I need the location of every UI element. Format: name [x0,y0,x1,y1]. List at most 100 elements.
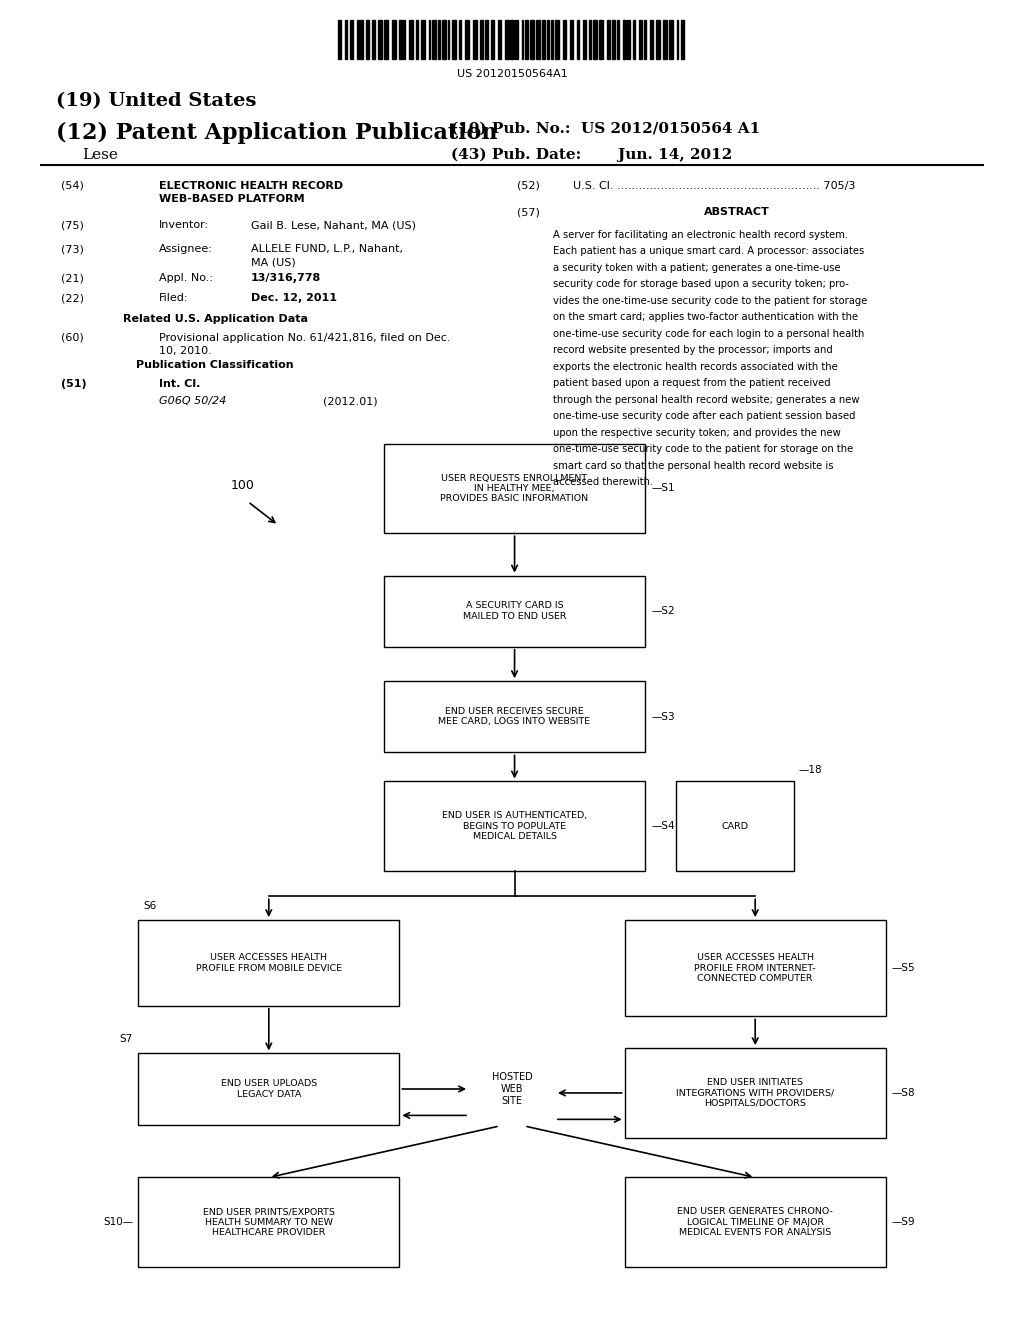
Text: END USER RECEIVES SECURE
MEE CARD, LOGS INTO WEBSITE: END USER RECEIVES SECURE MEE CARD, LOGS … [438,708,591,726]
Bar [350,20,353,59]
Text: —S5: —S5 [892,964,915,973]
Bar [498,20,501,59]
Text: —S3: —S3 [651,711,675,722]
FancyBboxPatch shape [625,1048,886,1138]
Text: (19) United States: (19) United States [56,92,257,111]
Text: CARD: CARD [721,822,749,830]
Text: END USER GENERATES CHRONO-
LOGICAL TIMELINE OF MAJOR
MEDICAL EVENTS FOR ANALYSIS: END USER GENERATES CHRONO- LOGICAL TIMEL… [677,1208,834,1237]
Bar [583,20,586,59]
Text: (12) Patent Application Publication: (12) Patent Application Publication [56,121,498,144]
Bar [555,20,559,59]
Bar [473,20,477,59]
Bar [515,20,518,59]
FancyBboxPatch shape [625,920,886,1016]
FancyBboxPatch shape [384,681,645,752]
Bar [607,20,609,59]
Text: USER ACCESSES HEALTH
PROFILE FROM MOBILE DEVICE: USER ACCESSES HEALTH PROFILE FROM MOBILE… [196,953,342,973]
Text: (57): (57) [517,207,540,218]
Text: Publication Classification: Publication Classification [136,360,294,371]
Text: S6: S6 [143,900,157,911]
Bar [392,20,396,59]
Text: (22): (22) [61,293,84,304]
Text: patient based upon a request from the patient received: patient based upon a request from the pa… [553,379,830,388]
Bar [681,20,684,59]
Bar [438,20,440,59]
Bar [403,20,406,59]
Bar [663,20,667,59]
Bar [480,20,482,59]
Text: (43) Pub. Date:       Jun. 14, 2012: (43) Pub. Date: Jun. 14, 2012 [451,148,732,162]
Text: USER ACCESSES HEALTH
PROFILE FROM INTERNET-
CONNECTED COMPUTER: USER ACCESSES HEALTH PROFILE FROM INTERN… [694,953,816,983]
Bar [633,20,635,59]
Text: ABSTRACT: ABSTRACT [705,207,770,218]
Bar [410,20,414,59]
Text: upon the respective security token; and provides the new: upon the respective security token; and … [553,428,841,438]
Bar [447,20,450,59]
Text: Filed:: Filed: [159,293,188,304]
Text: (60): (60) [61,333,84,343]
Text: —S2: —S2 [651,606,675,616]
Text: vides the one-time-use security code to the patient for storage: vides the one-time-use security code to … [553,296,867,306]
Bar [338,20,341,59]
Text: ALLELE FUND, L.P., Nahant,
MA (US): ALLELE FUND, L.P., Nahant, MA (US) [251,244,402,268]
Bar [677,20,678,59]
Text: Appl. No.:: Appl. No.: [159,273,213,284]
Bar [399,20,401,59]
Text: S7: S7 [120,1034,133,1044]
Bar [490,20,494,59]
Bar [485,20,488,59]
Bar [624,20,626,59]
Text: (51): (51) [61,379,87,389]
Text: END USER IS AUTHENTICATED,
BEGINS TO POPULATE
MEDICAL DETAILS: END USER IS AUTHENTICATED, BEGINS TO POP… [442,812,587,841]
Text: Int. Cl.: Int. Cl. [159,379,200,389]
Text: Each patient has a unique smart card. A processor: associates: Each patient has a unique smart card. A … [553,246,864,256]
Bar [593,20,597,59]
Text: a security token with a patient; generates a one-time-use: a security token with a patient; generat… [553,263,841,273]
Bar [366,20,369,59]
Text: through the personal health record website; generates a new: through the personal health record websi… [553,395,859,405]
Bar [589,20,592,59]
Bar [357,20,358,59]
Bar [551,20,553,59]
Text: (54): (54) [61,181,84,191]
Bar [442,20,446,59]
Text: US 20120150564A1: US 20120150564A1 [457,69,567,79]
Bar [465,20,469,59]
Text: 100: 100 [230,479,254,492]
Text: 13/316,778: 13/316,778 [251,273,322,284]
Bar [650,20,652,59]
Text: Dec. 12, 2011: Dec. 12, 2011 [251,293,337,304]
Text: END USER PRINTS/EXPORTS
HEALTH SUMMARY TO NEW
HEALTHCARE PROVIDER: END USER PRINTS/EXPORTS HEALTH SUMMARY T… [203,1208,335,1237]
Text: S10—: S10— [103,1217,133,1228]
Text: —S1: —S1 [651,483,675,494]
Text: —S4: —S4 [651,821,675,832]
Bar [644,20,646,59]
Bar [510,20,514,59]
Bar [542,20,545,59]
Bar [616,20,620,59]
Text: ELECTRONIC HEALTH RECORD
WEB-BASED PLATFORM: ELECTRONIC HEALTH RECORD WEB-BASED PLATF… [159,181,343,205]
Bar [379,20,382,59]
Text: Inventor:: Inventor: [159,220,209,231]
Text: exports the electronic health records associated with the: exports the electronic health records as… [553,362,838,372]
Text: Related U.S. Application Data: Related U.S. Application Data [123,314,307,325]
Bar [563,20,566,59]
Text: one-time-use security code after each patient session based: one-time-use security code after each pa… [553,412,855,421]
Text: one-time-use security code for each login to a personal health: one-time-use security code for each logi… [553,329,864,339]
Text: —S8: —S8 [892,1088,915,1098]
Bar [421,20,425,59]
Bar [628,20,631,59]
Bar [432,20,435,59]
Bar [372,20,375,59]
Bar [459,20,461,59]
Text: Assignee:: Assignee: [159,244,213,255]
Bar [656,20,659,59]
Bar [345,20,347,59]
FancyBboxPatch shape [625,1177,886,1267]
Bar [524,20,528,59]
FancyBboxPatch shape [138,920,399,1006]
Text: Provisional application No. 61/421,816, filed on Dec.
10, 2010.: Provisional application No. 61/421,816, … [159,333,451,356]
Text: record website presented by the processor; imports and: record website presented by the processo… [553,346,833,355]
Text: —S9: —S9 [892,1217,915,1228]
Text: Lese: Lese [82,148,118,162]
